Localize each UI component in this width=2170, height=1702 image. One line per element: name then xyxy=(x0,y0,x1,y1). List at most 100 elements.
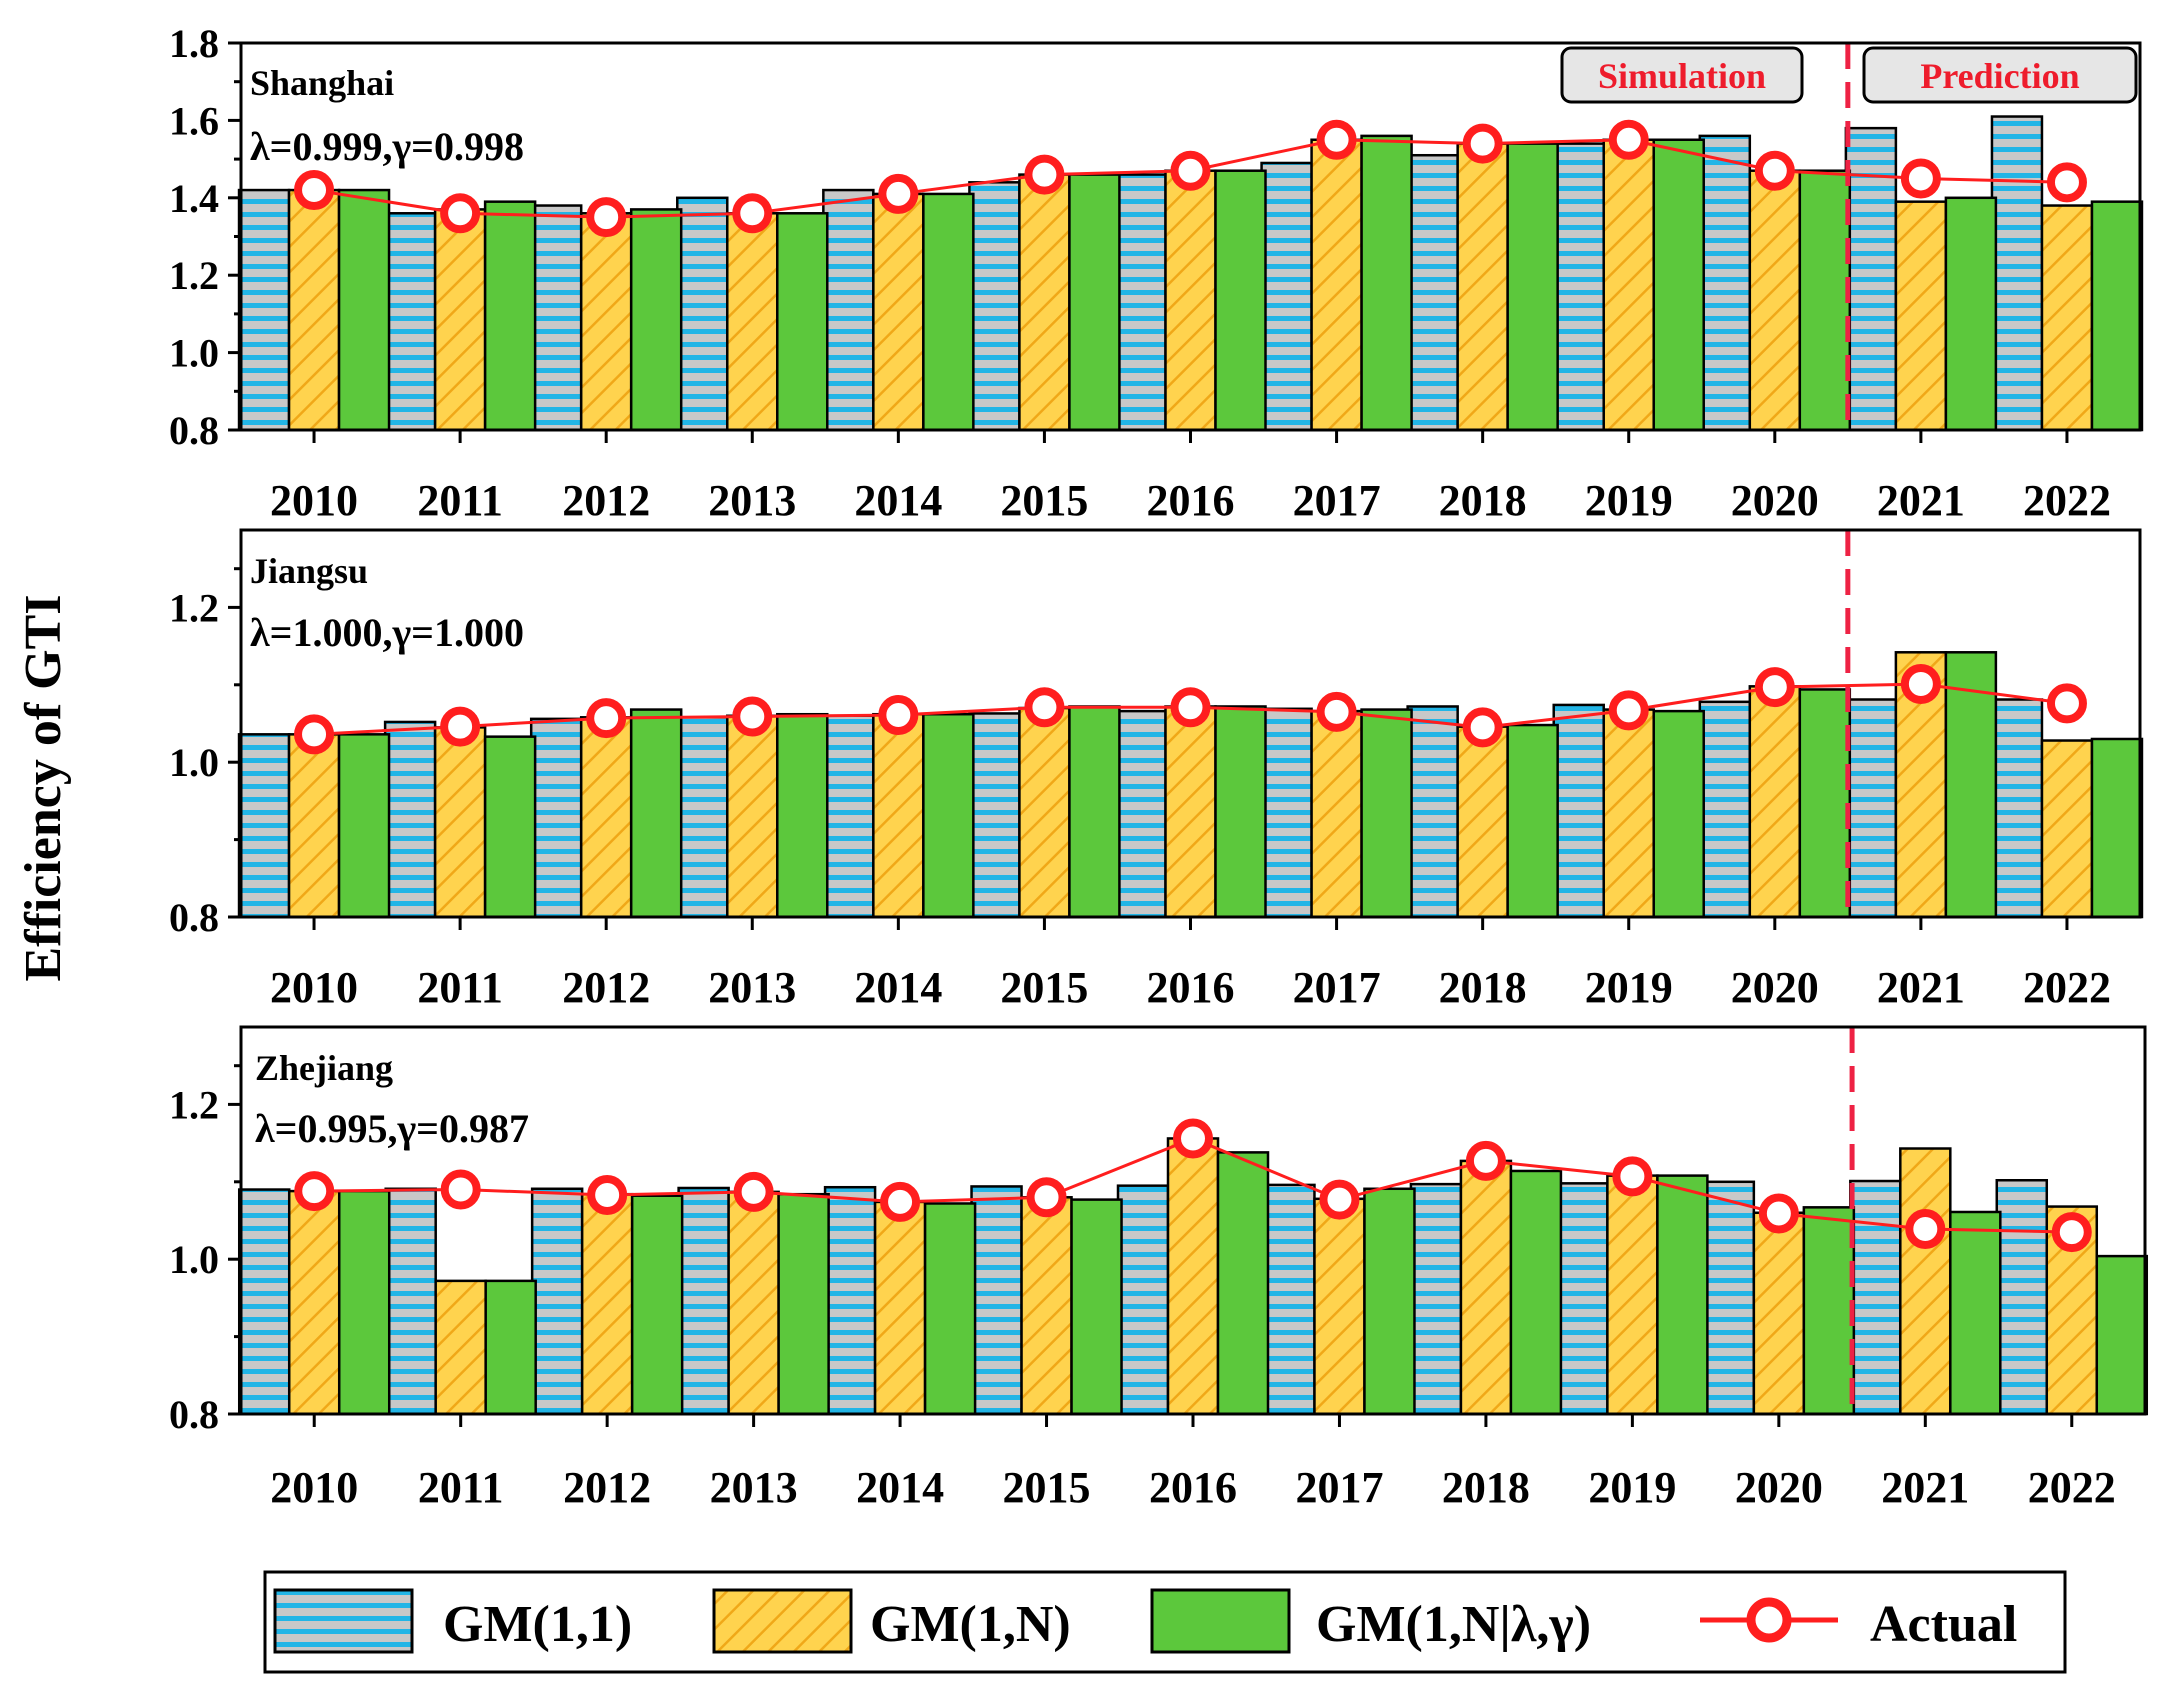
bar-gm1nlg-2013 xyxy=(776,212,829,432)
bar-gm1n-2015 xyxy=(1018,173,1071,432)
x-tick-label-2015: 2015 xyxy=(1000,476,1088,525)
bar-gm11-2022 xyxy=(1995,1179,2049,1416)
y-axis-label: Efficiency of GTI xyxy=(15,594,72,981)
bar-gm1n-2014 xyxy=(873,1200,927,1416)
x-tick-label-2012: 2012 xyxy=(563,1463,651,1512)
bar-gm11-2012 xyxy=(529,717,583,919)
bar-gm1nlg-2013 xyxy=(776,712,829,919)
x-tick-label-2010: 2010 xyxy=(270,476,358,525)
bar-gm1n-2010 xyxy=(287,188,341,432)
x-tick-label-2017: 2017 xyxy=(1293,963,1381,1012)
bar-gm1nlg-2011 xyxy=(483,200,537,432)
x-tick-label-2021: 2021 xyxy=(1877,963,1965,1012)
actual-marker-2016 xyxy=(1170,150,1211,191)
y-tick-label-1.4: 1.4 xyxy=(169,176,219,221)
bar-gm11-2018 xyxy=(1406,705,1459,919)
panel-shanghai: 0.8 1.0 1.2 1.4 1.6 1.8 2010 2011 2012 2013 2014 20… xyxy=(169,21,2144,525)
prediction-label-box xyxy=(1862,46,2138,104)
bar-gm1nlg-2012 xyxy=(629,708,683,919)
bar-gm11-2020 xyxy=(1698,134,1752,432)
x-tick-label-2013: 2013 xyxy=(708,963,796,1012)
x-tick-label-2019: 2019 xyxy=(1588,1463,1676,1512)
bar-gm1n-2019 xyxy=(1602,138,1655,432)
bar-gm1n-2013 xyxy=(726,212,779,432)
bar-gm1nlg-2017 xyxy=(1360,708,1413,919)
bar-gm1n-2012 xyxy=(580,1192,634,1416)
bar-gm11-2016 xyxy=(1114,709,1167,919)
bar-gm1nlg-2014 xyxy=(922,192,975,432)
bar-gm11-2012 xyxy=(529,204,583,432)
bar-gm1n-2022 xyxy=(2040,204,2094,432)
bar-gm1nlg-2014 xyxy=(923,1202,977,1416)
bar-gm1n-2018 xyxy=(1456,725,1509,919)
bar-gm11-2019 xyxy=(1556,1182,1609,1416)
actual-marker-2012 xyxy=(586,698,627,739)
actual-marker-2014 xyxy=(878,694,919,735)
simulation-period-label: Simulation xyxy=(1560,46,1804,104)
actual-marker-2010 xyxy=(294,714,335,755)
actual-marker-2022 xyxy=(2051,1212,2092,1253)
bar-gm11-2019 xyxy=(1552,142,1605,432)
bar-gm1nlg-2013 xyxy=(777,1192,830,1416)
bar-gm1n-2012 xyxy=(579,716,633,919)
x-tick-label-2020: 2020 xyxy=(1731,963,1819,1012)
bar-gm1nlg-2019 xyxy=(1652,709,1705,919)
bar-gm1nlg-2016 xyxy=(1214,705,1267,919)
bar-gm11-2015 xyxy=(970,1185,1023,1416)
x-tick-label-2014: 2014 xyxy=(854,476,942,525)
actual-marker-2018 xyxy=(1462,123,1503,164)
x-tick-label-2021: 2021 xyxy=(1881,1463,1969,1512)
bar-gm1nlg-2022 xyxy=(2095,1254,2149,1416)
x-tick-label-2012: 2012 xyxy=(562,963,650,1012)
bar-gm11-2013 xyxy=(676,716,729,919)
legend-label-actual: Actual xyxy=(1870,1596,2017,1653)
prediction-period-label: Prediction xyxy=(1862,46,2138,104)
bar-gm11-2015 xyxy=(968,181,1021,432)
panel-title-jiangsu: Jiangsu xyxy=(250,551,368,591)
bar-gm1n-2015 xyxy=(1020,1196,1073,1416)
bar-gm1n-2016 xyxy=(1164,169,1217,432)
bar-gm1nlg-2012 xyxy=(630,1194,684,1416)
y-tick-label-0.8: 0.8 xyxy=(169,408,219,453)
x-tick-label-2018: 2018 xyxy=(1439,963,1527,1012)
actual-marker-2017 xyxy=(1316,119,1357,160)
bar-gm1n-2014 xyxy=(872,192,925,432)
x-tick-label-2012: 2012 xyxy=(562,476,650,525)
y-tick-label-1.2: 1.2 xyxy=(169,585,219,630)
actual-marker-2022 xyxy=(2046,683,2087,724)
x-tick-label-2014: 2014 xyxy=(856,1463,944,1512)
bar-gm11-2017 xyxy=(1263,1183,1316,1416)
bar-gm1nlg-2019 xyxy=(1652,138,1705,432)
bar-gm1n-2019 xyxy=(1606,1174,1659,1416)
x-tick-label-2013: 2013 xyxy=(710,1463,798,1512)
y-tick-label-1.6: 1.6 xyxy=(169,98,219,143)
bar-gm11-2013 xyxy=(677,1186,730,1416)
bar-gm1nlg-2017 xyxy=(1363,1187,1416,1416)
bar-gm1nlg-2015 xyxy=(1070,1198,1123,1416)
actual-marker-2013 xyxy=(733,1171,774,1212)
bar-gm1nlg-2011 xyxy=(483,735,537,919)
bar-gm1nlg-2020 xyxy=(1798,688,1852,919)
y-tick-label-1.0: 1.0 xyxy=(169,740,219,785)
bar-gm1nlg-2021 xyxy=(1944,651,1998,919)
bar-gm1nlg-2020 xyxy=(1802,1206,1856,1416)
bar-gm1n-2021 xyxy=(1894,200,1948,432)
bar-gm11-2014 xyxy=(823,1185,877,1416)
actual-marker-2020 xyxy=(1754,150,1795,191)
actual-marker-2020 xyxy=(1758,1193,1799,1234)
bar-gm1nlg-2018 xyxy=(1506,723,1559,919)
bar-gm1n-2017 xyxy=(1310,138,1363,432)
x-tick-label-2015: 2015 xyxy=(1000,963,1088,1012)
panel-params-shanghai: λ=0.999,γ=0.998 xyxy=(250,124,524,169)
actual-marker-2013 xyxy=(732,193,773,234)
bar-gm1n-2021 xyxy=(1899,1147,1952,1416)
bar-gm11-2017 xyxy=(1260,161,1313,432)
bar-gm11-2018 xyxy=(1409,1182,1463,1416)
panel-jiangsu: 0.8 1.0 1.2 2010 2011 2012 2013 2014 2015 2016 201… xyxy=(169,528,2144,1012)
x-tick-label-2022: 2022 xyxy=(2023,476,2111,525)
actual-marker-2014 xyxy=(880,1181,921,1222)
bar-gm1nlg-2016 xyxy=(1216,1151,1270,1416)
x-tick-label-2011: 2011 xyxy=(417,963,503,1012)
bar-gm11-2020 xyxy=(1702,1180,1756,1416)
actual-marker-2011 xyxy=(440,1169,481,1210)
